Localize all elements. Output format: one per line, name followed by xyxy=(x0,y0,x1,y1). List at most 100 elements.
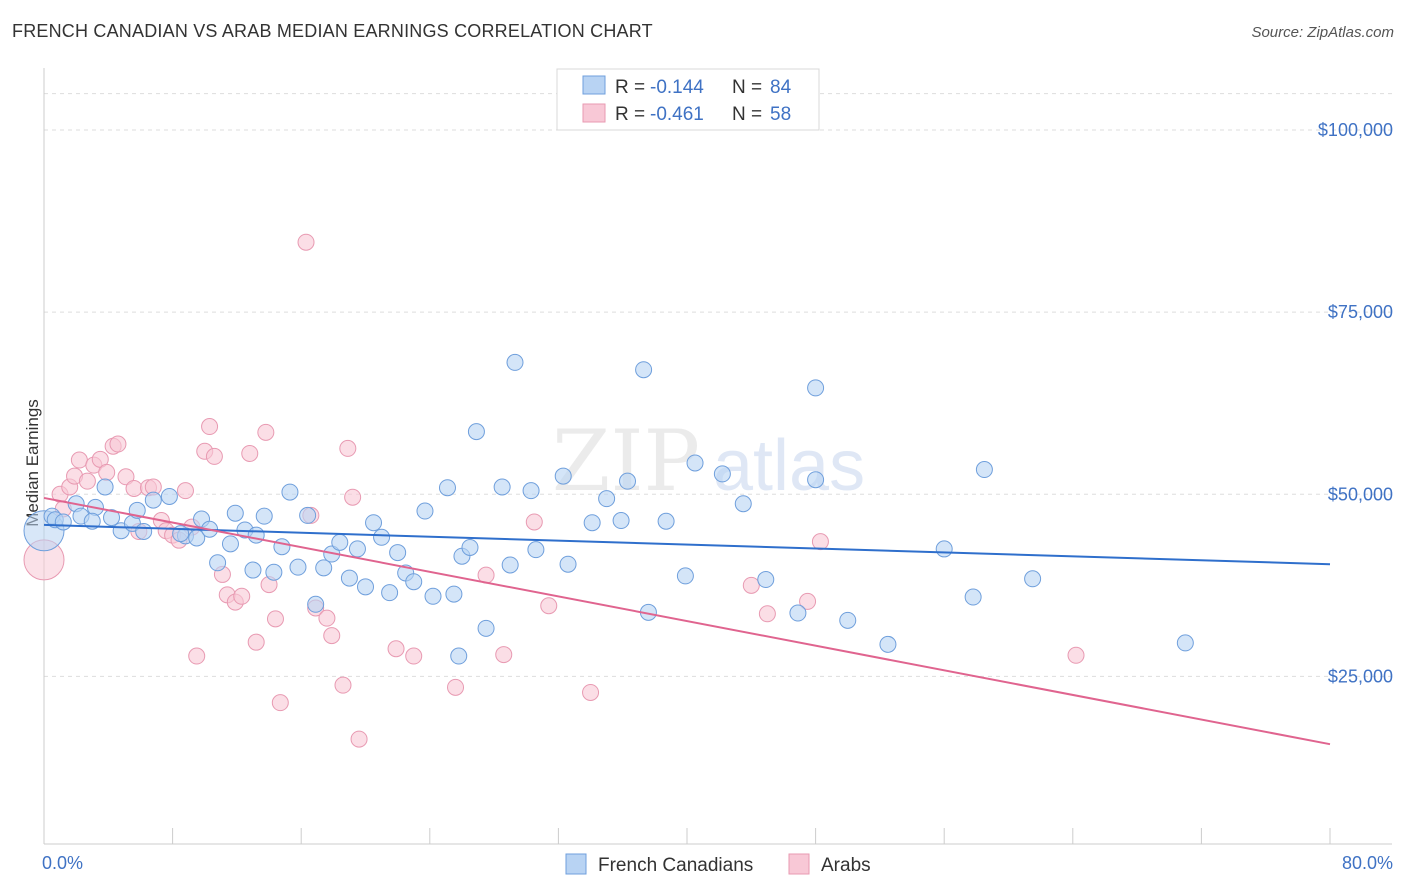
french-canadians-point-28 xyxy=(289,558,307,576)
arabs-point-40 xyxy=(318,609,336,627)
y-axis-title: Median Earnings xyxy=(23,399,42,527)
french-canadians-point-36 xyxy=(357,578,374,596)
arabs-point-25 xyxy=(201,418,219,436)
french-canadians-point-75 xyxy=(964,588,982,606)
bottom-legend-swatch-french-canadians xyxy=(565,853,587,875)
legend-n-value-2: 58 xyxy=(770,104,791,125)
french-canadians-point-60 xyxy=(612,512,630,530)
french-canadians-point-33 xyxy=(331,533,349,551)
arabs-point-36 xyxy=(271,694,289,712)
french-canadians-point-8 xyxy=(103,509,121,527)
french-canadians-point-24 xyxy=(255,507,273,525)
arabs-point-31 xyxy=(241,444,259,462)
french-canadians-point-72 xyxy=(839,611,857,629)
legend-r-label-1: R = xyxy=(615,77,645,98)
french-canadians-point-74 xyxy=(935,540,953,558)
french-canadians-point-48 xyxy=(461,538,479,556)
arabs-point-51 xyxy=(525,513,543,531)
chart-title: FRENCH CANADIAN VS ARAB MEDIAN EARNINGS … xyxy=(12,21,653,41)
bottom-legend-label-arabs: Arabs xyxy=(821,855,871,876)
french-canadians-point-76 xyxy=(975,461,993,479)
french-canadians-point-31 xyxy=(315,559,333,577)
french-canadians-point-46 xyxy=(445,585,463,603)
french-canadians-point-64 xyxy=(657,512,675,530)
french-canadians-point-27 xyxy=(281,483,299,501)
french-canadians-point-37 xyxy=(365,514,383,532)
french-canadians-point-59 xyxy=(598,490,616,508)
french-canadians-point-73 xyxy=(879,635,897,653)
arabs-point-11 xyxy=(109,435,127,453)
x-tick-label-min: 0.0% xyxy=(42,853,83,873)
x-axis-ticks xyxy=(43,828,1331,844)
french-canadians-point-71 xyxy=(807,379,825,397)
french-canadians-point-57 xyxy=(559,555,577,573)
french-canadians-point-26 xyxy=(273,538,291,556)
arabs-point-52 xyxy=(540,597,558,615)
french-canadians-point-69 xyxy=(757,571,775,589)
french-canadians-point-21 xyxy=(226,504,244,522)
french-canadians-point-20 xyxy=(221,535,239,553)
arabs-point-46 xyxy=(387,640,405,658)
y-tick-label-0: $25,000 xyxy=(1328,666,1393,686)
arabs-point-6 xyxy=(78,472,96,490)
french-canadians-point-50 xyxy=(477,619,495,637)
y-axis-tick-labels: $25,000 $50,000 $75,000 $100,000 xyxy=(1318,120,1393,686)
arabs-point-58 xyxy=(1067,646,1085,664)
y-tick-label-3: $100,000 xyxy=(1318,120,1393,140)
french-canadians-point-43 xyxy=(416,502,434,520)
french-canadians-point-19 xyxy=(209,554,227,572)
french-canadians-point-68 xyxy=(734,495,752,513)
legend-n-value-1: 84 xyxy=(770,77,792,98)
legend-r-value-1: -0.144 xyxy=(650,77,704,98)
arabs-point-42 xyxy=(334,676,352,694)
legend-swatch-arabs xyxy=(582,103,606,123)
french-canadians-point-53 xyxy=(506,353,524,371)
x-tick-label-max: 80.0% xyxy=(1342,853,1393,873)
legend-r-label-2: R = xyxy=(615,104,645,125)
arabs-point-26 xyxy=(205,447,223,465)
french-canadians-point-23 xyxy=(244,561,262,579)
arabs-point-50 xyxy=(495,646,513,664)
watermark-atlas: atlas xyxy=(713,426,865,506)
watermark: ZIP atlas xyxy=(552,412,865,510)
french-canadians-point-70 xyxy=(789,604,807,622)
french-canadians-point-3 xyxy=(54,513,72,531)
legend-n-label-1: N = xyxy=(732,77,762,98)
arabs-point-33 xyxy=(257,423,275,441)
french-canadians-point-51 xyxy=(493,478,511,496)
french-canadians-point-56 xyxy=(554,467,572,485)
arabs-point-56 xyxy=(799,592,817,610)
arabs-point-43 xyxy=(339,439,357,457)
arabs-point-12 xyxy=(117,468,135,486)
arabs-point-54 xyxy=(742,576,760,594)
french-canadians-point-42 xyxy=(405,573,423,591)
french-canadians-point-62 xyxy=(635,361,653,379)
french-canadians-point-25 xyxy=(265,563,283,581)
arabs-point-57 xyxy=(811,533,829,551)
arabs-point-53 xyxy=(582,683,600,701)
arabs-point-55 xyxy=(758,605,776,623)
french-canadians-point-12 xyxy=(135,522,153,540)
french-canadians-point-7 xyxy=(96,478,114,496)
french-canadians-point-29 xyxy=(299,506,317,524)
french-canadians-point-67 xyxy=(713,465,731,483)
french-canadians-point-78 xyxy=(1176,634,1194,652)
french-canadians-point-44 xyxy=(424,587,442,605)
arabs-point-30 xyxy=(233,587,251,605)
french-canadians-point-14 xyxy=(160,487,178,505)
french-canadians-point-40 xyxy=(389,544,407,562)
french-canadians-point-54 xyxy=(522,482,540,500)
french-canadians-point-45 xyxy=(438,479,456,497)
french-canadians-point-35 xyxy=(348,540,366,558)
french-canadians-point-13 xyxy=(144,491,162,509)
bottom-legend-swatch-arabs xyxy=(788,853,810,875)
french-canadians-point-65 xyxy=(676,567,694,585)
french-canadians-point-38 xyxy=(373,528,391,546)
arabs-point-47 xyxy=(405,647,423,665)
arabs-point-48 xyxy=(447,678,465,696)
french-canadians-point-61 xyxy=(619,472,637,490)
arabs-point-21 xyxy=(176,482,194,500)
french-canadians-point-77 xyxy=(1024,570,1042,588)
arabs-point-23 xyxy=(188,647,206,665)
